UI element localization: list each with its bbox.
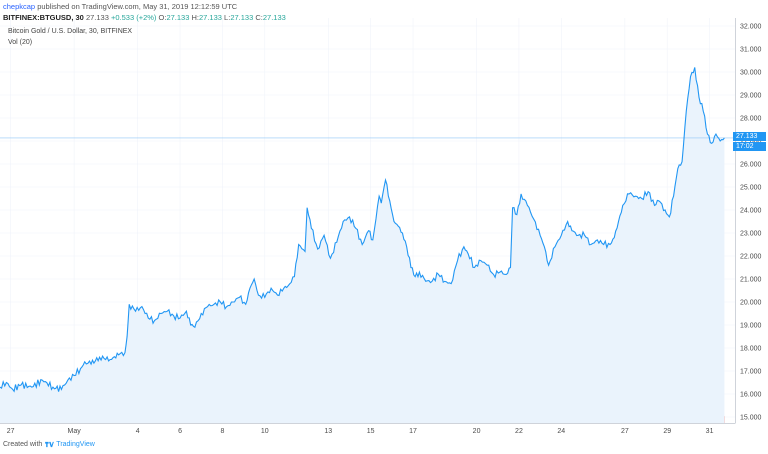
price-tick-label: 26.000 [740,162,762,169]
time-tick-label: May [68,428,82,435]
price-tick-label: 15.000 [740,415,762,422]
time-tick-label: 27 [7,428,15,435]
last-price-tag: 27.133 [733,132,766,141]
volume-bar [723,416,725,423]
header: chepkcap published on TradingView.com, M… [3,1,728,23]
tradingview-logo[interactable]: TradingView [45,441,95,448]
low-label: L: [224,13,231,22]
time-tick-label: 15 [367,428,375,435]
price-tick-label: 28.000 [740,116,762,123]
price-tick-label: 21.000 [740,277,762,284]
series-title: Bitcoin Gold / U.S. Dollar, 30, BITFINEX [8,28,133,35]
time-tick-label: 17 [409,428,417,435]
price-tick-label: 30.000 [740,70,762,77]
time-tick-label: 4 [136,428,140,435]
created-with-text: Created with [3,441,43,448]
price-axis: 32.00031.00030.00029.00028.00027.00026.0… [740,24,762,422]
time-axis: 27 May 4 6 8 10 13 15 17 20 22 24 27 29 31 [7,428,714,435]
footer: Created with TradingView [3,441,95,448]
price-tick-label: 19.000 [740,323,762,330]
price-tick-label: 22.000 [740,254,762,261]
chart-legend: Bitcoin Gold / U.S. Dollar, 30, BITFINEX… [8,26,132,48]
high-label: H: [191,13,200,22]
tradingview-brand: TradingView [56,441,95,448]
change-value: +0.533 (+2%) [110,13,157,22]
price-line [0,67,725,393]
time-tick-label: 27 [621,428,629,435]
price-tick-label: 23.000 [740,231,762,238]
high-value: 27.133 [199,13,222,22]
price-tick-label: 31.000 [740,47,762,54]
time-tick-label: 22 [515,428,523,435]
time-tick-label: 10 [261,428,269,435]
time-tick-label: 24 [557,428,565,435]
countdown-tag: 17:02 [733,142,766,151]
author-link[interactable]: chepkcap [3,2,36,11]
price-tick-label: 18.000 [740,346,762,353]
close-value: 27.133 [262,13,286,22]
publish-info: published on TradingView.com, May 31, 20… [37,2,238,11]
symbol-label: BITFINEX:BTGUSD, 30 [3,13,84,22]
last-price: 27.133 [85,13,109,22]
time-tick-label: 29 [663,428,671,435]
time-tick-label: 8 [220,428,224,435]
time-tick-label: 20 [473,428,481,435]
open-value: 27.133 [166,13,190,22]
ohlc-line: BITFINEX:BTGUSD, 30 27.133 +0.533 (+2%) … [3,12,728,23]
price-tick-label: 32.000 [740,24,762,31]
time-tick-label: 13 [324,428,332,435]
time-tick-label: 31 [706,428,714,435]
open-label: O: [158,13,167,22]
price-tick-label: 16.000 [740,392,762,399]
time-tick-label: 6 [178,428,182,435]
close-label: C: [255,13,263,22]
price-tick-label: 25.000 [740,185,762,192]
publish-line: chepkcap published on TradingView.com, M… [3,1,728,12]
price-tick-label: 29.000 [740,93,762,100]
volume-legend: Vol (20) [8,39,33,46]
low-value: 27.133 [230,13,254,22]
price-tick-label: 24.000 [740,208,762,215]
price-tick-label: 20.000 [740,300,762,307]
price-tick-label: 17.000 [740,369,762,376]
tradingview-logo-icon [45,441,55,448]
